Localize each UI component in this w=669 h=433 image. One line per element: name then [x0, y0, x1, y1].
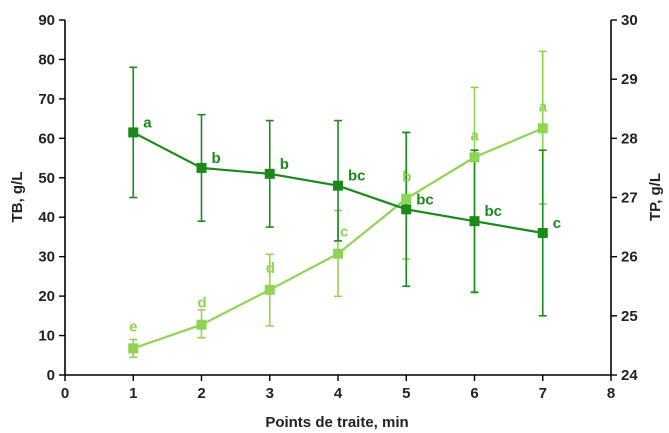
axes: 0 1 2 3 4 5 6 7 80102030405060708090242526272829…	[38, 12, 638, 402]
y-left-tick-label: 90	[38, 12, 55, 29]
tp-point	[333, 248, 343, 259]
tb-point	[264, 168, 275, 179]
y-left-tick-label: 70	[38, 91, 55, 108]
x-tick-label: 7	[539, 385, 547, 402]
x-tick-label: 1	[129, 385, 137, 402]
tb-point	[537, 228, 548, 238]
x-tick-label: 3	[266, 385, 274, 402]
tp-point	[537, 123, 548, 134]
x-tick-label: 2	[197, 385, 205, 402]
y-right-tick-label: 28	[621, 130, 638, 147]
tb-point	[333, 180, 343, 191]
y-left-tick-label: 30	[38, 249, 55, 266]
y-axis-right-title: TP, g/L	[647, 173, 664, 221]
markers	[128, 123, 548, 354]
x-tick-label: 0	[61, 385, 69, 402]
tb-significance-label: a	[143, 114, 152, 131]
y-left-tick-label: 20	[38, 288, 55, 305]
y-left-tick-label: 40	[38, 209, 55, 226]
y-left-tick-label: 10	[38, 328, 55, 345]
y-right-tick-label: 29	[621, 71, 638, 88]
y-right-tick-label: 27	[621, 190, 638, 207]
y-left-tick-label: 80	[38, 51, 55, 68]
x-tick-label: 4	[334, 385, 343, 402]
x-tick-label: 8	[607, 385, 615, 402]
y-right-tick-label: 24	[621, 367, 638, 384]
x-axis-title: Points de traite, min	[265, 414, 408, 431]
tp-significance-label: c	[340, 224, 348, 241]
y-left-tick-label: 50	[38, 170, 55, 187]
y-right-tick-label: 26	[621, 249, 638, 266]
y-axis-left-title: TB, g/L	[9, 172, 26, 223]
y-left-tick-label: 0	[47, 367, 55, 384]
tp-significance-label: d	[198, 295, 207, 312]
tp-point	[196, 319, 207, 330]
tb-point	[128, 127, 139, 138]
y-right-tick-label: 30	[621, 12, 638, 29]
tp-point	[469, 152, 480, 163]
tp-significance-label: a	[471, 127, 480, 144]
tb-significance-label: bc	[485, 203, 503, 220]
tp-significance-label: e	[129, 318, 137, 335]
x-tick-label: 6	[470, 385, 478, 402]
tb-significance-label: b	[280, 156, 289, 173]
tp-point	[264, 284, 275, 295]
tb-point	[469, 216, 480, 227]
tp-significance-label: d	[266, 260, 275, 277]
tb-significance-label: bc	[416, 191, 434, 208]
tb-significance-label: b	[212, 150, 221, 167]
y-left-tick-label: 60	[38, 130, 55, 147]
tb-point	[196, 162, 207, 173]
tp-point	[401, 193, 412, 204]
tp-significance-label: a	[539, 98, 548, 115]
x-tick-label: 5	[402, 385, 410, 402]
y-right-tick-label: 25	[621, 308, 638, 325]
tb-significance-label: bc	[348, 168, 366, 185]
tp-point	[128, 343, 139, 354]
tp-significance-label: b	[402, 169, 411, 186]
tb-significance-label: c	[553, 215, 561, 232]
tb-point	[401, 204, 412, 215]
